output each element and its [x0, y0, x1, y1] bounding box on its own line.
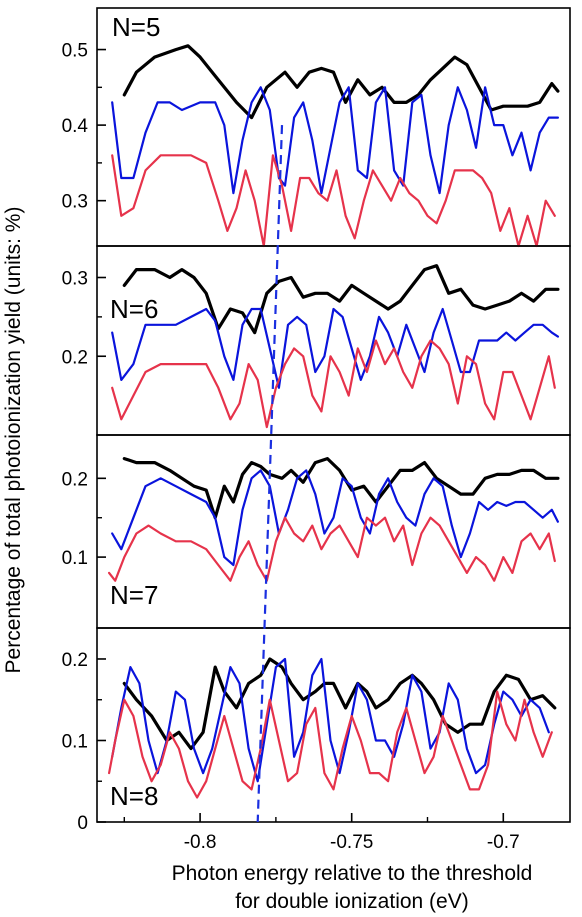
series-line-3 — [108, 516, 556, 582]
series-line-3 — [111, 154, 556, 248]
y-tick-label: 0.3 — [62, 192, 88, 213]
panel-3: 0.1 0.2 N=7 — [62, 434, 571, 629]
panel-2: 0.2 0.3 N=6 — [62, 245, 571, 436]
panel-frame — [96, 7, 571, 247]
y-tick-label: 0.2 — [62, 469, 88, 490]
y-tick-label: 0.1 — [62, 731, 88, 752]
series-line-1 — [122, 264, 560, 335]
series-line-3 — [108, 690, 553, 799]
x-tick-label: -0.8 — [184, 832, 217, 853]
panel-1: 0.3 0.4 0.5 N=5 — [62, 7, 571, 248]
panel-frame — [96, 627, 571, 823]
y-tick-label: 0.1 — [62, 548, 88, 569]
series-line-2 — [111, 86, 559, 195]
series-line-2 — [111, 469, 559, 567]
y-tick-label: 0 — [77, 813, 88, 834]
guide-line — [256, 125, 284, 823]
y-tick-label: 0.3 — [62, 269, 88, 290]
panel-label: N=8 — [110, 781, 158, 811]
x-tick-label: -0.75 — [330, 832, 373, 853]
y-tick-label: 0.2 — [62, 650, 88, 671]
x-axis-ticks: -0.8 -0.75 -0.7 — [123, 813, 520, 853]
panel-frame — [96, 245, 571, 436]
panel-label: N=6 — [110, 294, 158, 324]
panel-label: N=5 — [112, 12, 160, 42]
x-axis-title-line1: Photon energy relative to the threshold — [172, 862, 533, 885]
series-line-2 — [111, 657, 550, 783]
series-line-2 — [111, 307, 559, 389]
y-tick-label: 0.2 — [62, 347, 88, 368]
y-tick-label: 0.5 — [62, 41, 88, 62]
x-axis-title-line2: for double ionization (eV) — [235, 890, 468, 913]
panel-4: 0 0.1 0.2 N=8 — [62, 627, 571, 834]
series-line-1 — [122, 457, 560, 520]
panel-label: N=7 — [110, 580, 158, 610]
y-axis-title: Percentage of total photoionization yiel… — [2, 207, 25, 674]
series-line-3 — [111, 339, 556, 429]
x-tick-label: -0.7 — [487, 832, 520, 853]
chart-panels: 0.3 0.4 0.5 N=5 0.2 0.3 N=6 0.1 0.2 N=7 0 0.1 0.2 N=8 — [62, 7, 571, 834]
y-tick-label: 0.4 — [62, 116, 89, 137]
series-line-1 — [122, 44, 560, 120]
series-line-1 — [122, 657, 557, 751]
